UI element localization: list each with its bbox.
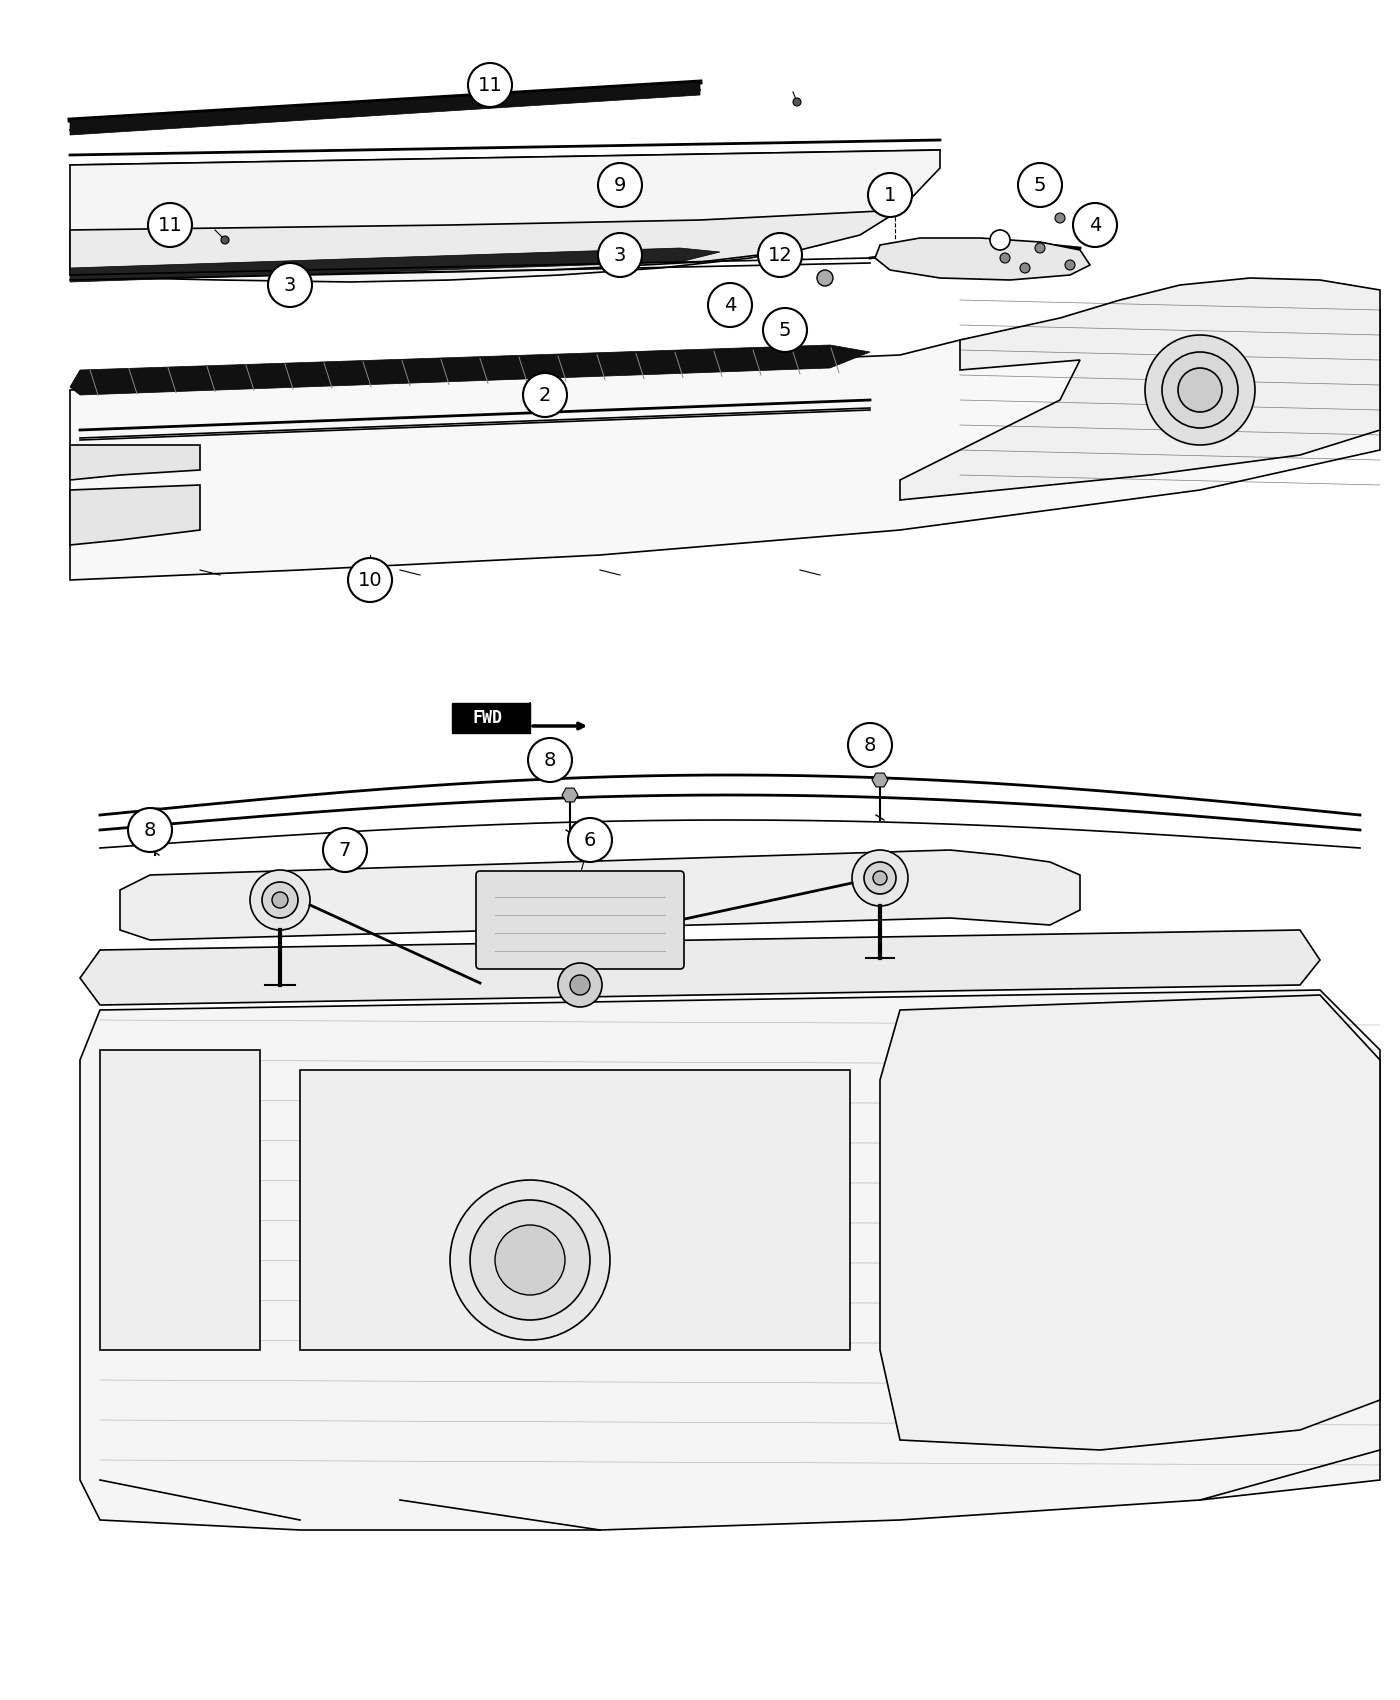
- Text: 8: 8: [144, 821, 157, 840]
- Bar: [99, 1051, 260, 1350]
- Circle shape: [272, 892, 288, 908]
- Text: 8: 8: [543, 750, 556, 770]
- Circle shape: [864, 862, 896, 894]
- Circle shape: [757, 233, 802, 277]
- Circle shape: [1056, 212, 1065, 223]
- Circle shape: [127, 808, 172, 852]
- Circle shape: [598, 233, 643, 277]
- Circle shape: [262, 882, 298, 918]
- Circle shape: [449, 1180, 610, 1340]
- Circle shape: [868, 173, 911, 218]
- Circle shape: [1065, 260, 1075, 270]
- Text: 2: 2: [539, 386, 552, 405]
- Text: 5: 5: [1033, 175, 1046, 194]
- Bar: [300, 1069, 850, 1350]
- Circle shape: [1000, 253, 1009, 264]
- Circle shape: [848, 722, 892, 767]
- Circle shape: [496, 1226, 566, 1295]
- Polygon shape: [120, 850, 1079, 940]
- Circle shape: [323, 828, 367, 872]
- Text: 6: 6: [584, 831, 596, 850]
- Circle shape: [267, 264, 312, 308]
- Circle shape: [470, 1200, 589, 1319]
- Text: 11: 11: [158, 216, 182, 235]
- Circle shape: [889, 199, 902, 211]
- Text: 9: 9: [613, 175, 626, 194]
- Circle shape: [570, 976, 589, 994]
- Polygon shape: [70, 345, 869, 394]
- Polygon shape: [70, 82, 700, 134]
- Circle shape: [990, 230, 1009, 250]
- Text: 11: 11: [477, 75, 503, 95]
- Circle shape: [1162, 352, 1238, 428]
- Polygon shape: [70, 280, 1380, 580]
- Text: 1: 1: [883, 185, 896, 204]
- Text: 10: 10: [357, 571, 382, 590]
- Circle shape: [1018, 163, 1063, 207]
- Polygon shape: [900, 279, 1380, 500]
- Polygon shape: [70, 484, 200, 546]
- Text: FWD: FWD: [473, 709, 503, 728]
- Circle shape: [559, 962, 602, 1006]
- Text: 3: 3: [284, 275, 297, 294]
- Circle shape: [708, 282, 752, 326]
- Text: 4: 4: [1089, 216, 1102, 235]
- Polygon shape: [70, 445, 200, 479]
- Circle shape: [1043, 196, 1053, 206]
- Polygon shape: [147, 808, 162, 821]
- Circle shape: [148, 202, 192, 246]
- Polygon shape: [561, 789, 578, 802]
- Text: 8: 8: [864, 736, 876, 755]
- Circle shape: [792, 99, 801, 105]
- Circle shape: [763, 308, 806, 352]
- Circle shape: [468, 63, 512, 107]
- Circle shape: [1072, 202, 1117, 246]
- Bar: [452, 704, 531, 733]
- Circle shape: [349, 558, 392, 602]
- Polygon shape: [80, 989, 1380, 1530]
- Polygon shape: [80, 930, 1320, 1005]
- Circle shape: [568, 818, 612, 862]
- Text: 7: 7: [339, 840, 351, 860]
- Circle shape: [874, 870, 888, 886]
- Text: 4: 4: [724, 296, 736, 314]
- Circle shape: [524, 372, 567, 416]
- Polygon shape: [70, 150, 939, 282]
- Circle shape: [251, 870, 309, 930]
- Circle shape: [528, 738, 573, 782]
- FancyBboxPatch shape: [476, 870, 685, 969]
- Polygon shape: [881, 994, 1380, 1450]
- Circle shape: [221, 236, 230, 245]
- Polygon shape: [70, 211, 900, 274]
- Circle shape: [1021, 264, 1030, 274]
- Polygon shape: [70, 248, 720, 282]
- Text: 12: 12: [767, 245, 792, 265]
- Circle shape: [598, 163, 643, 207]
- Polygon shape: [872, 774, 888, 787]
- Circle shape: [818, 270, 833, 286]
- Text: 3: 3: [613, 245, 626, 265]
- Circle shape: [1035, 243, 1044, 253]
- Circle shape: [1177, 367, 1222, 411]
- Polygon shape: [875, 238, 1091, 280]
- Circle shape: [853, 850, 909, 906]
- Circle shape: [1145, 335, 1254, 445]
- Text: 5: 5: [778, 321, 791, 340]
